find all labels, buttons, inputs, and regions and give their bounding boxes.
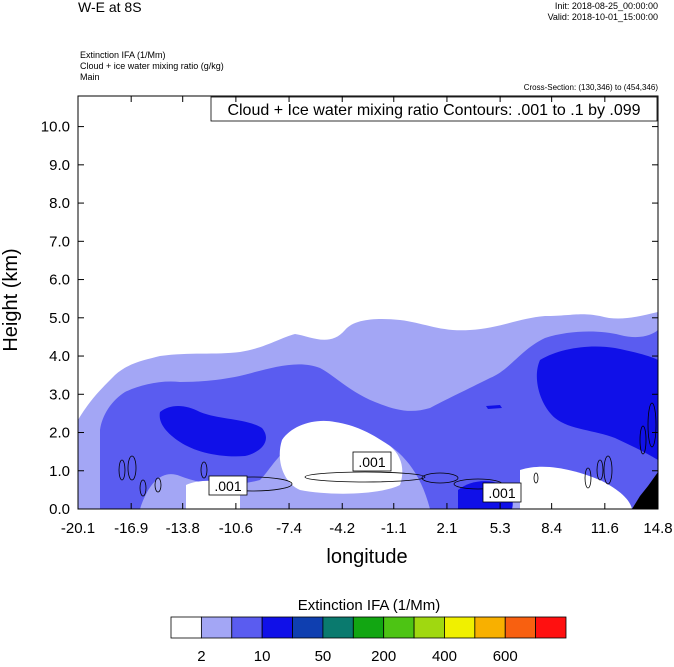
contour-label-box xyxy=(352,451,392,472)
contour-label-box xyxy=(482,482,522,503)
contour-label-box xyxy=(208,475,248,496)
contour-line xyxy=(127,455,137,481)
contour-line xyxy=(533,472,539,484)
colorbar-label: 50 xyxy=(315,648,332,665)
colorbar-swatch xyxy=(231,616,263,639)
colorbar-swatch xyxy=(504,616,537,639)
contour-label: .001 xyxy=(488,485,515,501)
contour-line xyxy=(647,402,657,448)
init-time: Init: 2018-08-25_00:00:00 xyxy=(554,1,658,11)
x-tick-label: -20.1 xyxy=(61,520,95,537)
contour-line xyxy=(596,459,604,481)
x-tick-label: -4.2 xyxy=(329,520,355,537)
y-tick-label: 3.0 xyxy=(49,386,70,403)
contour-line xyxy=(118,459,126,481)
y-tick-label: 0.0 xyxy=(49,501,70,518)
filled-contours xyxy=(78,312,658,509)
contour-value-labels: .001 .001 .001 xyxy=(208,451,522,503)
terrain xyxy=(632,472,658,509)
y-tick-label: 7.0 xyxy=(49,233,70,250)
colorbar: 2 10 50 200 400 600 xyxy=(170,616,567,665)
cross-section-label: Cross-Section: (130,346) to (454,346) xyxy=(523,83,658,92)
y-axis: 0.0 1.0 2.0 3.0 4.0 5.0 6.0 7.0 8.0 9.0 10.0 xyxy=(41,119,658,518)
colorbar-swatch xyxy=(444,616,476,639)
field-name-main: Main xyxy=(80,72,100,82)
clear-region-center xyxy=(279,420,403,494)
y-tick-label: 6.0 xyxy=(49,272,70,289)
x-tick-label: 2.1 xyxy=(437,520,458,537)
colorbar-swatch xyxy=(535,616,567,639)
contour-line xyxy=(639,425,647,455)
field-name-extinction: Extinction IFA (1/Mm) xyxy=(80,50,166,60)
x-tick-label: -7.4 xyxy=(276,520,302,537)
colorbar-title: Extinction IFA (1/Mm) xyxy=(298,597,441,614)
x-tick-label: 11.6 xyxy=(591,520,619,537)
y-tick-label: 2.0 xyxy=(49,425,70,442)
colorbar-swatch xyxy=(474,616,506,639)
y-tick-label: 4.0 xyxy=(49,348,70,365)
contour-line xyxy=(304,471,426,483)
field-name-mixing-ratio: Cloud + ice water mixing ratio (g/kg) xyxy=(80,61,224,71)
colorbar-swatch xyxy=(261,616,293,639)
contour-legend-text: Cloud + Ice water mixing ratio Contours:… xyxy=(227,102,640,119)
contour-line xyxy=(603,455,613,485)
y-tick-label: 9.0 xyxy=(49,157,70,174)
contour-legend: Cloud + Ice water mixing ratio Contours:… xyxy=(210,96,658,122)
x-tick-label: -1.1 xyxy=(381,520,407,537)
y-tick-label: 10.0 xyxy=(41,119,70,136)
colorbar-label: 2 xyxy=(197,648,205,665)
x-axis: -20.1 -16.9 -13.8 -10.6 -7.4 -4.2 -1.1 2.1 5.3 8.… xyxy=(61,96,673,537)
extinction-band-10 xyxy=(100,330,658,509)
contour-label: .001 xyxy=(358,454,385,470)
colorbar-swatch xyxy=(352,616,385,639)
extinction-band-50-left xyxy=(159,406,266,457)
x-tick-label: -10.6 xyxy=(219,520,253,537)
contour-line xyxy=(584,467,592,489)
x-tick-label: 14.8 xyxy=(643,520,672,537)
colorbar-swatch xyxy=(322,616,354,639)
x-axis-title: longitude xyxy=(326,546,407,568)
colorbar-label: 200 xyxy=(371,648,396,665)
colorbar-swatch xyxy=(200,616,233,639)
colorbar-swatch xyxy=(170,616,202,639)
x-tick-label: 5.3 xyxy=(490,520,511,537)
clear-region-right xyxy=(520,466,632,509)
contour-line xyxy=(200,461,208,479)
colorbar-swatch xyxy=(383,616,415,639)
y-axis-title: Height (km) xyxy=(0,248,22,351)
contour-label: .001 xyxy=(214,478,241,494)
colorbar-label: 600 xyxy=(493,648,518,665)
colorbar-label: 400 xyxy=(432,648,457,665)
contour-line xyxy=(421,472,459,484)
colorbar-label: 10 xyxy=(254,648,271,665)
colorbar-swatch xyxy=(413,616,445,639)
x-tick-label: -13.8 xyxy=(166,520,200,537)
contour-line xyxy=(139,479,147,497)
y-tick-label: 8.0 xyxy=(49,195,70,212)
extinction-band-50-speck xyxy=(486,405,502,409)
contour-line xyxy=(154,477,162,493)
x-tick-label: 8.4 xyxy=(541,520,562,537)
extinction-band-50-right xyxy=(536,346,658,460)
plot-frame xyxy=(77,95,659,510)
plot-title: W-E at 8S xyxy=(78,0,142,15)
y-tick-label: 5.0 xyxy=(49,310,70,327)
colorbar-swatch xyxy=(292,616,324,639)
y-tick-label: 1.0 xyxy=(49,463,70,480)
valid-time: Valid: 2018-10-01_15:00:00 xyxy=(547,12,658,22)
x-tick-label: -16.9 xyxy=(114,520,148,537)
